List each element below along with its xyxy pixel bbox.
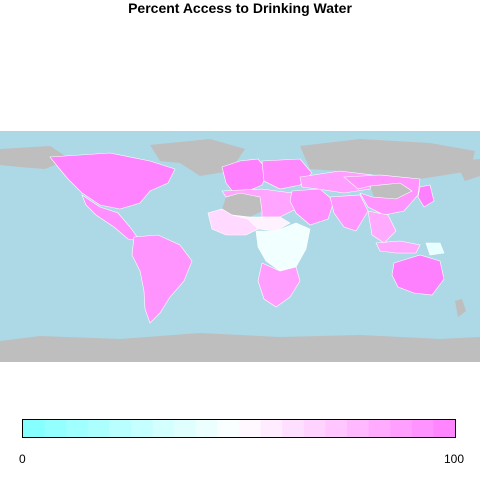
sahara-nodata xyxy=(222,193,262,217)
legend-swatch xyxy=(239,420,262,437)
region-china xyxy=(343,174,421,216)
alaska-landmass xyxy=(0,146,70,169)
region-eastern-europe xyxy=(261,158,313,190)
no-data-landmasses xyxy=(0,139,480,362)
region-southeast-asia xyxy=(367,210,397,244)
world-map-svg xyxy=(0,139,480,362)
legend-swatch xyxy=(44,420,67,437)
region-indonesia xyxy=(375,240,421,254)
legend-swatch xyxy=(174,420,197,437)
legend-swatch xyxy=(303,420,326,437)
region-south-america xyxy=(131,234,193,324)
legend-swatch xyxy=(109,420,132,437)
legend-swatch xyxy=(433,420,455,437)
world-map xyxy=(0,131,480,362)
legend-min-label: 0 xyxy=(19,452,26,466)
legend-swatch xyxy=(23,420,46,437)
new-zealand xyxy=(455,299,466,317)
legend-swatch xyxy=(390,420,413,437)
region-western-europe xyxy=(221,158,269,194)
region-southern-africa xyxy=(257,262,301,308)
legend-swatch xyxy=(282,420,305,437)
greenland-landmass xyxy=(150,139,245,176)
legend-swatch xyxy=(347,420,370,437)
russia-east-landmass xyxy=(455,159,480,181)
legend-swatch xyxy=(325,420,348,437)
legend-swatch xyxy=(411,420,434,437)
region-australia xyxy=(391,254,445,296)
legend-swatch xyxy=(87,420,110,437)
color-legend xyxy=(22,419,456,438)
region-south-asia xyxy=(329,194,369,232)
legend-swatch xyxy=(260,420,283,437)
legend-max-label: 100 xyxy=(444,452,465,466)
region-papua-new-guinea xyxy=(425,242,445,256)
color-legend-bar xyxy=(23,420,455,437)
region-central-east-africa xyxy=(255,222,311,272)
country-regions xyxy=(49,152,445,324)
region-middle-east xyxy=(289,188,335,226)
legend-swatch xyxy=(66,420,89,437)
antarctica-landmass xyxy=(0,333,480,362)
legend-swatch xyxy=(195,420,218,437)
legend-swatch xyxy=(368,420,391,437)
mongolia-nodata xyxy=(370,183,412,199)
legend-swatches xyxy=(23,420,455,437)
legend-swatch xyxy=(217,420,240,437)
siberia-landmass xyxy=(300,139,475,179)
region-north-america xyxy=(49,152,176,210)
map-title: Percent Access to Drinking Water xyxy=(128,0,352,16)
region-sahel xyxy=(231,214,291,232)
region-japan xyxy=(417,184,435,208)
legend-swatch xyxy=(131,420,154,437)
legend-swatch xyxy=(152,420,175,437)
